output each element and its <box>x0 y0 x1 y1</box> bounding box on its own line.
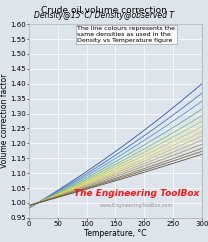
Y-axis label: Volume correction factor: Volume correction factor <box>0 74 9 168</box>
X-axis label: Temperature, °C: Temperature, °C <box>84 229 147 238</box>
Text: www.EngineeringToolBox.com: www.EngineeringToolBox.com <box>100 203 173 208</box>
Text: The line colours represents the
same densities as used in the
Density vs Tempera: The line colours represents the same den… <box>77 26 176 43</box>
Text: Crude oil volume correction: Crude oil volume correction <box>41 6 167 15</box>
Text: The Engineering ToolBox: The Engineering ToolBox <box>74 189 199 198</box>
Text: Density@15°C/ Density@observed T: Density@15°C/ Density@observed T <box>34 11 174 20</box>
